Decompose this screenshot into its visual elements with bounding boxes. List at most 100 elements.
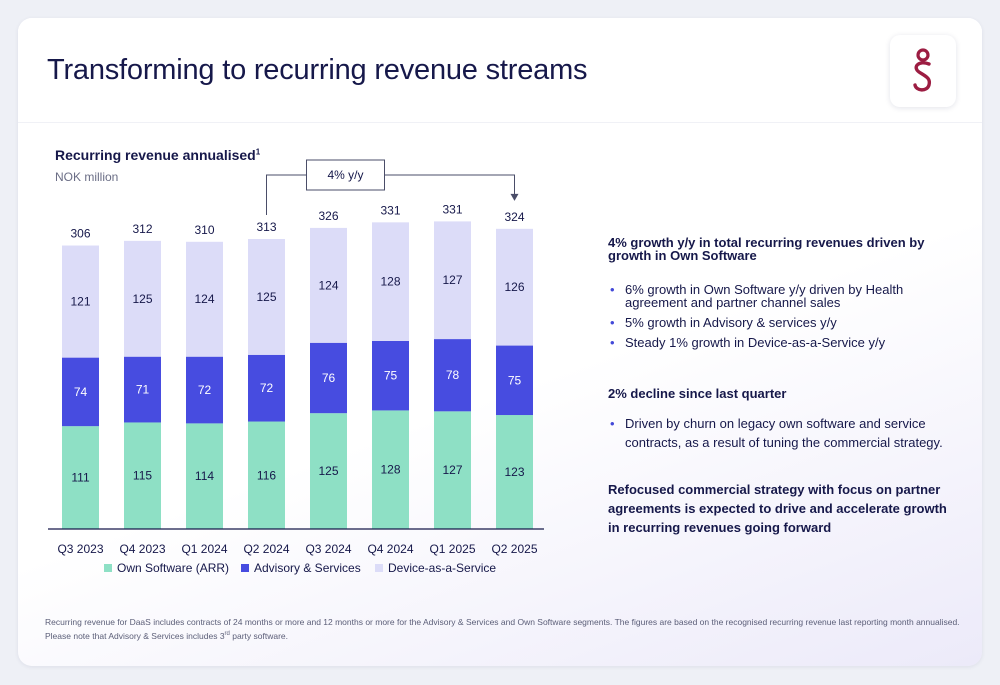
bar-segment-advisory	[248, 354, 285, 422]
bar-total-label: 331	[442, 202, 462, 216]
bar-segment-daas	[496, 228, 533, 346]
bar-total-label: 310	[194, 223, 214, 237]
block-heading: 4% growth y/y in total recurring revenue…	[608, 235, 925, 263]
segment-label-own-software: 111	[71, 471, 90, 485]
footnote-line: Please note that Advisory & Services inc…	[45, 628, 965, 642]
bar-segment-advisory	[186, 356, 223, 424]
x-tick-label: Q4 2024	[367, 542, 413, 556]
bar-segment-daas	[310, 227, 347, 343]
legend-swatch	[104, 564, 112, 572]
segment-label-daas: 121	[70, 295, 90, 309]
footnote-text: party software.	[229, 630, 288, 641]
segment-label-own-software: 116	[257, 468, 276, 482]
x-tick-label: Q2 2024	[243, 542, 289, 556]
segment-label-advisory: 72	[260, 381, 274, 395]
segment-label-advisory: 74	[74, 385, 88, 399]
commentary-block-strategy: Refocused commercial strategy with focus…	[608, 480, 958, 537]
bar-segment-advisory	[434, 339, 471, 412]
segment-label-daas: 124	[318, 278, 338, 292]
segment-label-daas: 124	[194, 292, 214, 306]
title-band: Transforming to recurring revenue stream…	[18, 18, 982, 123]
segment-label-daas: 125	[256, 290, 276, 304]
bullet-item: Steady 1% growth in Device-as-a-Service …	[608, 336, 958, 349]
bar-total-label: 306	[70, 227, 90, 241]
segment-label-advisory: 76	[322, 371, 336, 385]
segment-label-advisory: 78	[446, 368, 460, 382]
chart-unit: NOK million	[55, 170, 119, 184]
footnote-text: Please note that Advisory & Services inc…	[45, 630, 225, 641]
legend-item-advisory: Advisory & Services	[241, 561, 361, 575]
bar-segment-advisory	[372, 340, 409, 411]
legend-swatch	[375, 564, 383, 572]
segment-label-own-software: 115	[133, 469, 152, 483]
bar-segment-own-software	[248, 421, 285, 529]
bar-total-label: 326	[318, 209, 338, 223]
bar-total-label: 331	[380, 203, 400, 217]
bullet-list: Driven by churn on legacy own software a…	[608, 414, 958, 452]
block-heading: 2% decline since last quarter	[608, 386, 787, 401]
bar-segment-own-software	[372, 410, 409, 529]
bullet-item: 6% growth in Own Software y/y driven by …	[608, 283, 958, 309]
legend-item-own-software: Own Software (ARR)	[104, 561, 229, 575]
commentary-block-growth: 4% growth y/y in total recurring revenue…	[608, 236, 958, 356]
bar-segment-daas	[186, 241, 223, 357]
segment-label-daas: 126	[504, 280, 524, 294]
annotation-arrowhead	[510, 193, 519, 201]
x-tick-label: Q4 2023	[119, 542, 165, 556]
footnote-superscript: rd	[224, 631, 230, 637]
segment-label-advisory: 75	[384, 369, 398, 383]
stacked-bar-chart: 111 74 121 306 Q3 2023 115 71 125 312 Q4 2023 114 7…	[48, 159, 544, 556]
bar-segment-own-software	[124, 422, 161, 529]
bar-segment-daas	[124, 240, 161, 357]
segment-label-daas: 128	[380, 275, 400, 289]
slide-card: Transforming to recurring revenue stream…	[18, 18, 982, 666]
bar-total-label: 324	[504, 210, 524, 224]
segment-label-daas: 125	[132, 292, 152, 306]
x-tick-label: Q3 2024	[305, 542, 351, 556]
x-tick-label: Q1 2025	[429, 542, 475, 556]
bullet-item: Driven by churn on legacy own software a…	[608, 414, 958, 452]
bar-total-label: 313	[256, 220, 276, 234]
bar-segment-advisory	[62, 357, 99, 427]
bar-segment-own-software	[496, 415, 533, 529]
legend-swatch	[241, 564, 249, 572]
annotation-line-left	[266, 174, 307, 215]
chart-title-text: Recurring revenue annualised	[55, 147, 256, 163]
footnote-line: Recurring revenue for DaaS includes cont…	[45, 617, 960, 627]
bar-segment-daas	[434, 221, 471, 340]
bar-segment-advisory	[310, 342, 347, 414]
annotation-line-right	[384, 174, 515, 197]
segment-label-advisory: 75	[508, 373, 522, 387]
bar-segment-advisory	[124, 356, 161, 423]
annotation-box	[306, 159, 385, 191]
annotation-label: 4% y/y	[327, 168, 363, 182]
commentary-block-decline: 2% decline since last quarter Driven by …	[608, 387, 958, 459]
segment-label-own-software: 125	[318, 464, 338, 478]
bar-segment-daas	[248, 239, 285, 355]
segment-label-own-software: 128	[380, 463, 400, 477]
block-heading: Refocused commercial strategy with focus…	[608, 482, 947, 535]
legend-label: Device-as-a-Service	[388, 561, 497, 575]
bar-total-label: 312	[132, 222, 152, 236]
bar-segment-advisory	[496, 345, 533, 416]
company-logo	[890, 35, 956, 107]
bar-segment-own-software	[186, 423, 223, 529]
segment-label-own-software: 127	[442, 463, 462, 477]
bar-segment-own-software	[62, 426, 99, 529]
legend-item-daas: Device-as-a-Service	[375, 561, 496, 575]
chart-title: Recurring revenue annualised1	[55, 147, 260, 163]
bullet-item: 5% growth in Advisory & services y/y	[608, 316, 958, 329]
bar-segment-own-software	[434, 411, 471, 529]
segment-label-own-software: 114	[195, 469, 214, 483]
footnote: Recurring revenue for DaaS includes cont…	[45, 616, 965, 642]
bar-segment-own-software	[310, 413, 347, 529]
company-logo-icon	[913, 48, 932, 92]
x-tick-label: Q1 2024	[181, 542, 227, 556]
x-tick-label: Q3 2023	[57, 542, 103, 556]
bullet-list: 6% growth in Own Software y/y driven by …	[608, 283, 958, 349]
legend-label: Advisory & Services	[254, 561, 361, 575]
segment-label-own-software: 123	[504, 465, 524, 479]
segment-label-advisory: 72	[198, 383, 212, 397]
segment-label-advisory: 71	[136, 383, 150, 397]
bar-segment-daas	[62, 245, 99, 358]
